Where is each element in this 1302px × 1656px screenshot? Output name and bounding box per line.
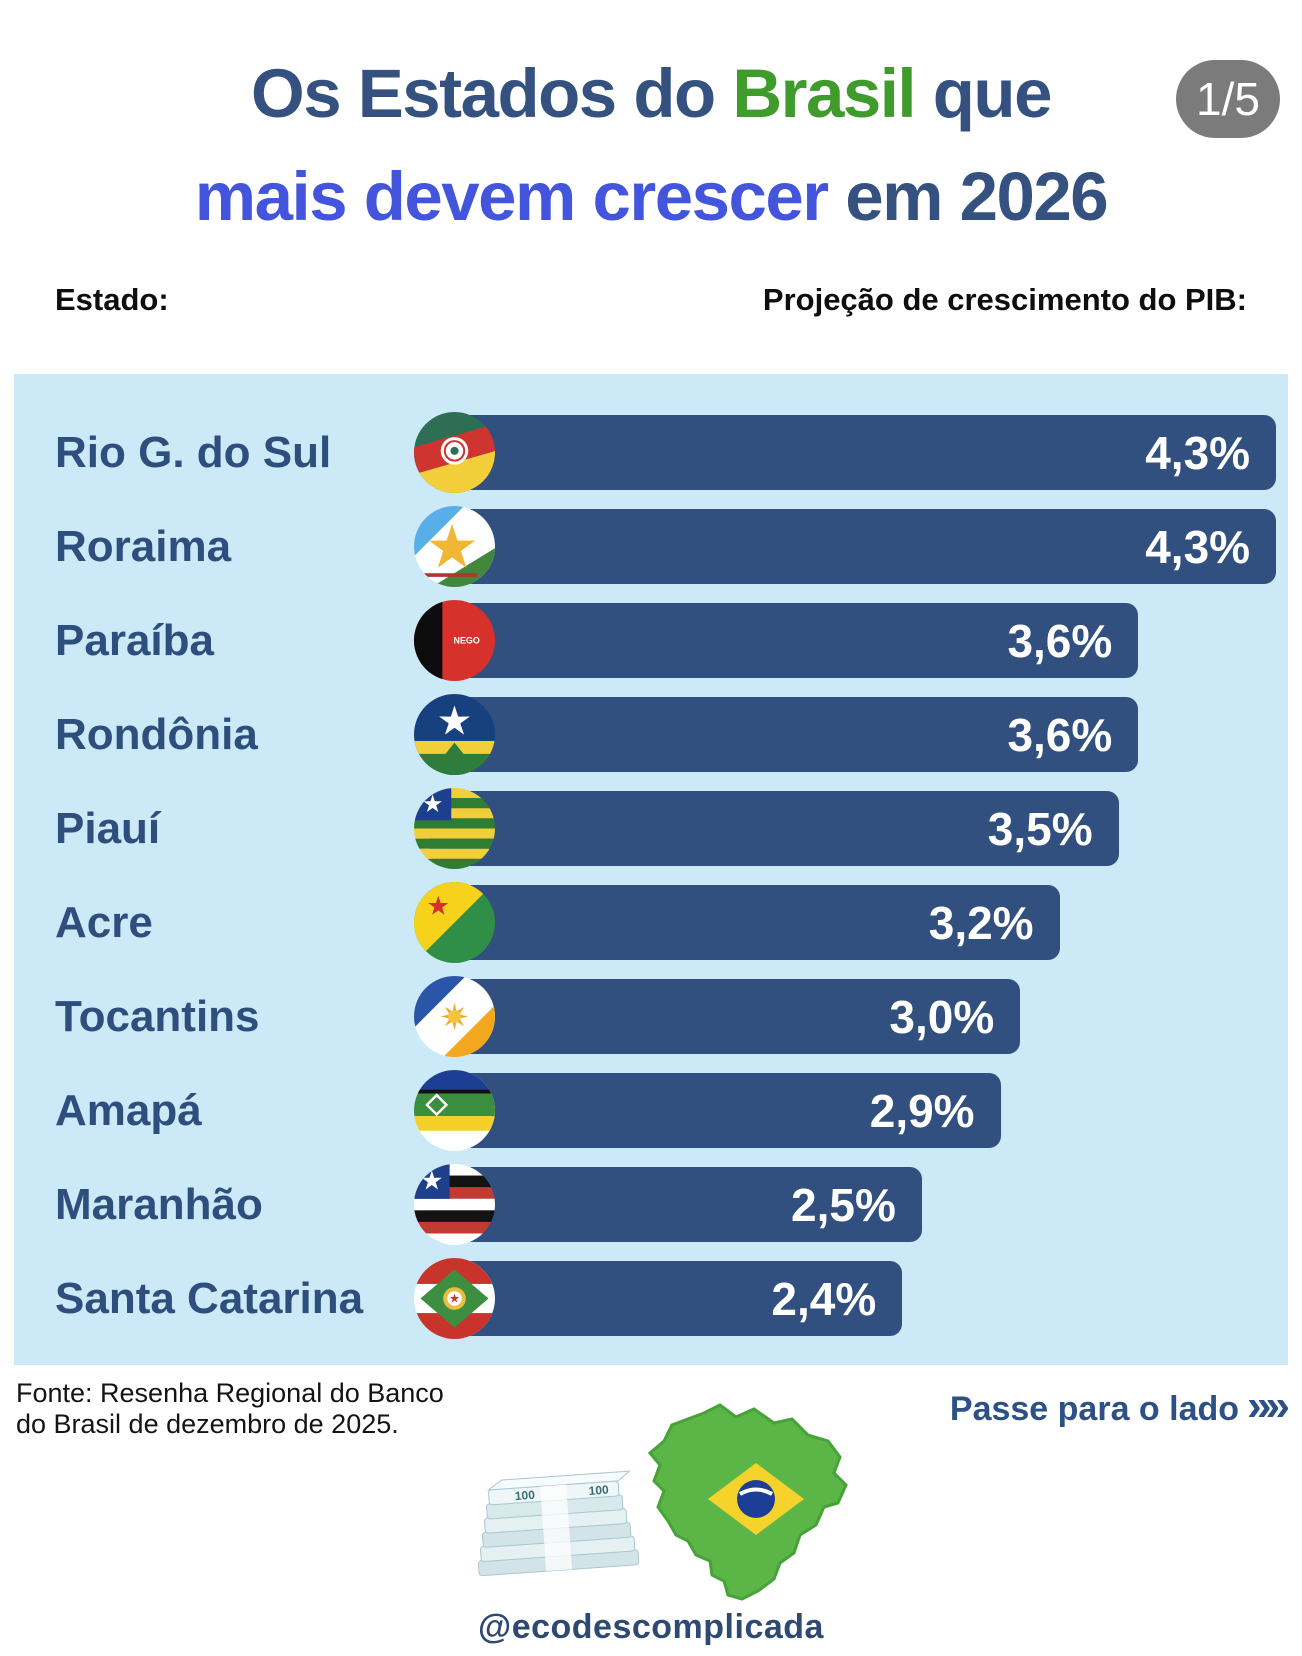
title-part-navy: que — [915, 55, 1053, 132]
bar-area: 4,3% — [414, 412, 1280, 493]
value-bar: 2,9% — [430, 1073, 1001, 1148]
value-bar: 2,5% — [430, 1167, 922, 1242]
flag-icon-santa-catarina — [414, 1258, 495, 1339]
state-label: Rondônia — [55, 709, 258, 759]
bar-value-label: 2,5% — [791, 1178, 896, 1231]
chart-row: Rondônia 3,6% — [14, 694, 1280, 775]
illustration-svg: 100 100 — [477, 1403, 848, 1601]
flag-icon-rondonia — [414, 694, 495, 775]
state-label: Paraíba — [55, 615, 214, 665]
bar-area: 3,0% — [414, 976, 1280, 1057]
bar-value-label: 3,6% — [1007, 708, 1113, 761]
money-stack-icon: 100 100 — [477, 1470, 640, 1577]
title-part-blue: mais devem crescer — [194, 158, 829, 235]
value-bar: 3,6% — [430, 697, 1139, 772]
value-bar: 3,5% — [430, 791, 1119, 866]
bar-area: 2,9% — [414, 1070, 1280, 1151]
title-line-1: Os Estados do Brasil que — [60, 42, 1242, 145]
source-note: Fonte: Resenha Regional do Banco do Bras… — [16, 1378, 444, 1440]
flag-icon-amapa — [414, 1070, 495, 1151]
chart-row: Roraima 4,3% — [14, 506, 1280, 587]
value-bar: 3,2% — [430, 885, 1060, 960]
state-label: Rio G. do Sul — [55, 427, 332, 477]
brazil-map-icon — [647, 1403, 848, 1601]
infographic-page: { "page": { "badge": "1/5", "title": { "… — [0, 42, 1302, 1656]
bar-area: 3,2% — [414, 882, 1280, 963]
bar-value-label: 4,3% — [1145, 426, 1251, 479]
value-bar: 4,3% — [430, 509, 1277, 584]
bar-area: 2,5% — [414, 1164, 1280, 1245]
bar-value-label: 3,2% — [928, 896, 1034, 949]
footer: Fonte: Resenha Regional do Banco do Bras… — [0, 1365, 1302, 1656]
bar-area: 3,6% — [414, 694, 1280, 775]
title-line-2: mais devem crescer em 2026 — [60, 145, 1242, 248]
chart-row: Acre 3,2% — [14, 882, 1280, 963]
value-bar: 4,3% — [430, 415, 1277, 490]
bill-denomination-label: 100 — [514, 1488, 535, 1503]
state-label: Tocantins — [55, 991, 260, 1041]
chart-row: Paraíba 3,6% NEGO — [14, 600, 1280, 681]
source-line-1: Fonte: Resenha Regional do Banco — [16, 1378, 444, 1408]
chart-row: Piauí 3,5% — [14, 788, 1280, 869]
flag-icon-tocantins — [414, 976, 495, 1057]
title-part-navy: Os Estados do — [251, 55, 733, 132]
flag-icon-paraiba: NEGO — [414, 600, 495, 681]
page-counter-badge: 1/5 — [1176, 60, 1280, 138]
column-header-state: Estado: — [55, 282, 169, 317]
brazil-flag-icon — [708, 1463, 804, 1535]
bar-area: 3,6% NEGO — [414, 600, 1280, 681]
state-label: Amapá — [55, 1085, 202, 1135]
value-bar: 3,0% — [430, 979, 1021, 1054]
swipe-cta-label: Passe para o lado — [949, 1390, 1240, 1428]
chart-row: Tocantins 3,0% — [14, 976, 1280, 1057]
chart-row: Maranhão 2,5% — [14, 1164, 1280, 1245]
title-part-navy: em 2026 — [827, 158, 1108, 235]
bar-value-label: 3,6% — [1007, 614, 1113, 667]
state-label: Roraima — [55, 521, 232, 571]
column-headers: Estado: Projeção de crescimento do PIB: — [0, 282, 1302, 318]
source-line-2: do Brasil de dezembro de 2025. — [16, 1409, 399, 1439]
bar-area: 4,3% — [414, 506, 1280, 587]
page-title: Os Estados do Brasil que mais devem cres… — [60, 42, 1242, 248]
flag-icon-rio-grande-do-sul — [414, 412, 495, 493]
chart-rows: Rio G. do Sul 4,3% Roraima 4,3% Paraíba 3,6% N… — [14, 412, 1280, 1339]
svg-text:NEGO: NEGO — [454, 636, 480, 646]
flag-icon-acre — [414, 882, 495, 963]
chart-panel: Rio G. do Sul 4,3% Roraima 4,3% Paraíba 3,6% N… — [14, 374, 1288, 1365]
bar-area: 3,5% — [414, 788, 1280, 869]
chart-row: Rio G. do Sul 4,3% — [14, 412, 1280, 493]
swipe-cta: Passe para o lado»» — [949, 1381, 1290, 1431]
brazil-map-money-illustration: 100 100 — [436, 1399, 866, 1609]
bar-value-label: 3,5% — [987, 802, 1093, 855]
bar-value-label: 2,4% — [771, 1272, 877, 1325]
state-label: Piauí — [55, 803, 161, 853]
flag-icon-maranhao — [414, 1164, 495, 1245]
flag-icon-roraima — [414, 506, 495, 587]
column-header-projection: Projeção de crescimento do PIB: — [762, 282, 1247, 317]
state-label: Acre — [55, 897, 153, 947]
chart-row: Santa Catarina 2,4% — [14, 1258, 1280, 1339]
bar-area: 2,4% — [414, 1258, 1280, 1339]
flag-icon-piaui — [414, 788, 495, 869]
title-part-green: Brasil — [732, 55, 916, 132]
double-chevron-right-icon: »» — [1247, 1381, 1290, 1430]
bar-value-label: 2,9% — [869, 1084, 975, 1137]
state-label: Maranhão — [55, 1179, 263, 1229]
state-label: Santa Catarina — [55, 1273, 364, 1323]
chart-row: Amapá 2,9% — [14, 1070, 1280, 1151]
bill-denomination-label: 100 — [588, 1483, 609, 1498]
bar-value-label: 4,3% — [1145, 520, 1251, 573]
value-bar: 3,6% — [430, 603, 1139, 678]
value-bar: 2,4% — [430, 1261, 903, 1336]
bar-value-label: 3,0% — [889, 990, 995, 1043]
